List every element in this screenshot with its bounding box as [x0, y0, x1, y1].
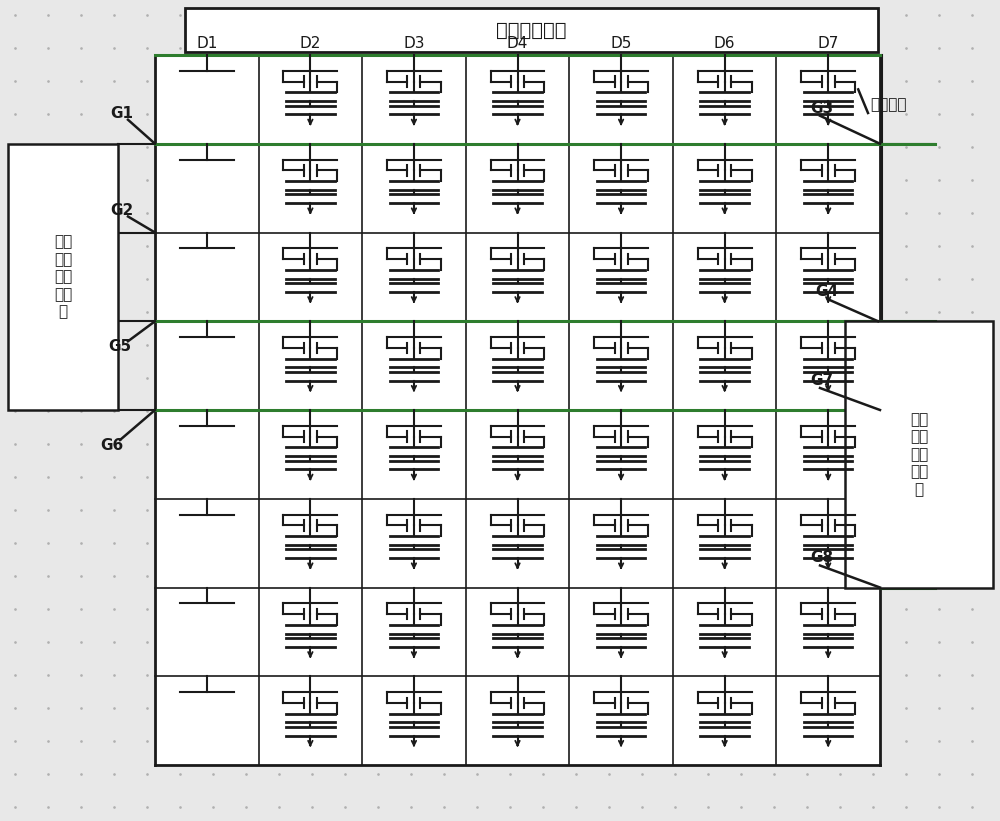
Text: G7: G7	[810, 373, 833, 388]
Text: 第二
栎线
驱动
子电
路: 第二 栎线 驱动 子电 路	[910, 412, 928, 497]
Text: 像素单元: 像素单元	[870, 98, 906, 112]
Bar	[362, 55, 466, 144]
Bar	[259, 410, 362, 498]
Text: D7: D7	[818, 36, 839, 51]
Bar	[466, 55, 569, 144]
Text: D4: D4	[507, 36, 528, 51]
Bar	[155, 321, 259, 410]
Text: G5: G5	[108, 339, 131, 354]
Text: D3: D3	[403, 36, 425, 51]
Bar	[362, 144, 466, 232]
Bar	[155, 144, 259, 232]
Bar	[569, 232, 673, 321]
Bar	[569, 410, 673, 498]
Bar	[776, 410, 880, 498]
Bar	[362, 410, 466, 498]
Bar	[466, 232, 569, 321]
Bar	[569, 55, 673, 144]
Bar	[259, 498, 362, 588]
Text: D2: D2	[300, 36, 321, 51]
Text: D6: D6	[714, 36, 735, 51]
Bar	[466, 321, 569, 410]
Text: D5: D5	[610, 36, 632, 51]
Text: G8: G8	[810, 550, 833, 565]
Bar	[155, 232, 259, 321]
Bar	[362, 588, 466, 677]
Bar	[466, 410, 569, 498]
Bar	[569, 677, 673, 765]
Text: D1: D1	[196, 36, 217, 51]
Bar	[8, 144, 118, 410]
Bar	[362, 321, 466, 410]
Bar	[259, 677, 362, 765]
Bar	[673, 144, 776, 232]
Bar	[362, 677, 466, 765]
Bar	[155, 55, 259, 144]
Bar	[673, 321, 776, 410]
Bar	[673, 588, 776, 677]
Bar	[362, 232, 466, 321]
Bar	[569, 498, 673, 588]
Bar	[673, 677, 776, 765]
Bar	[259, 144, 362, 232]
Text: 数据驱动电路: 数据驱动电路	[496, 21, 567, 39]
Bar	[259, 232, 362, 321]
Bar	[466, 677, 569, 765]
Bar	[259, 55, 362, 144]
Bar	[569, 144, 673, 232]
Bar	[776, 232, 880, 321]
Bar	[776, 55, 880, 144]
Bar	[155, 410, 259, 498]
Bar	[259, 588, 362, 677]
Bar	[466, 498, 569, 588]
Bar	[776, 144, 880, 232]
Bar	[673, 410, 776, 498]
Bar	[569, 588, 673, 677]
Bar	[776, 588, 880, 677]
Text: G3: G3	[810, 101, 833, 117]
Bar	[673, 55, 776, 144]
Bar	[776, 498, 880, 588]
Bar	[776, 321, 880, 410]
Bar	[569, 321, 673, 410]
Bar	[259, 321, 362, 410]
Bar	[673, 232, 776, 321]
Bar	[362, 498, 466, 588]
Bar	[845, 321, 993, 588]
Bar	[466, 144, 569, 232]
Text: G1: G1	[110, 106, 133, 122]
Text: G4: G4	[815, 284, 838, 299]
Text: 第一
栎线
驱动
子电
路: 第一 栎线 驱动 子电 路	[54, 235, 72, 319]
Text: G6: G6	[100, 438, 123, 452]
Bar	[155, 498, 259, 588]
Text: G2: G2	[110, 203, 133, 218]
Bar	[155, 677, 259, 765]
Bar	[155, 588, 259, 677]
Bar	[466, 588, 569, 677]
Bar	[776, 677, 880, 765]
Bar	[673, 498, 776, 588]
Bar	[185, 8, 878, 52]
